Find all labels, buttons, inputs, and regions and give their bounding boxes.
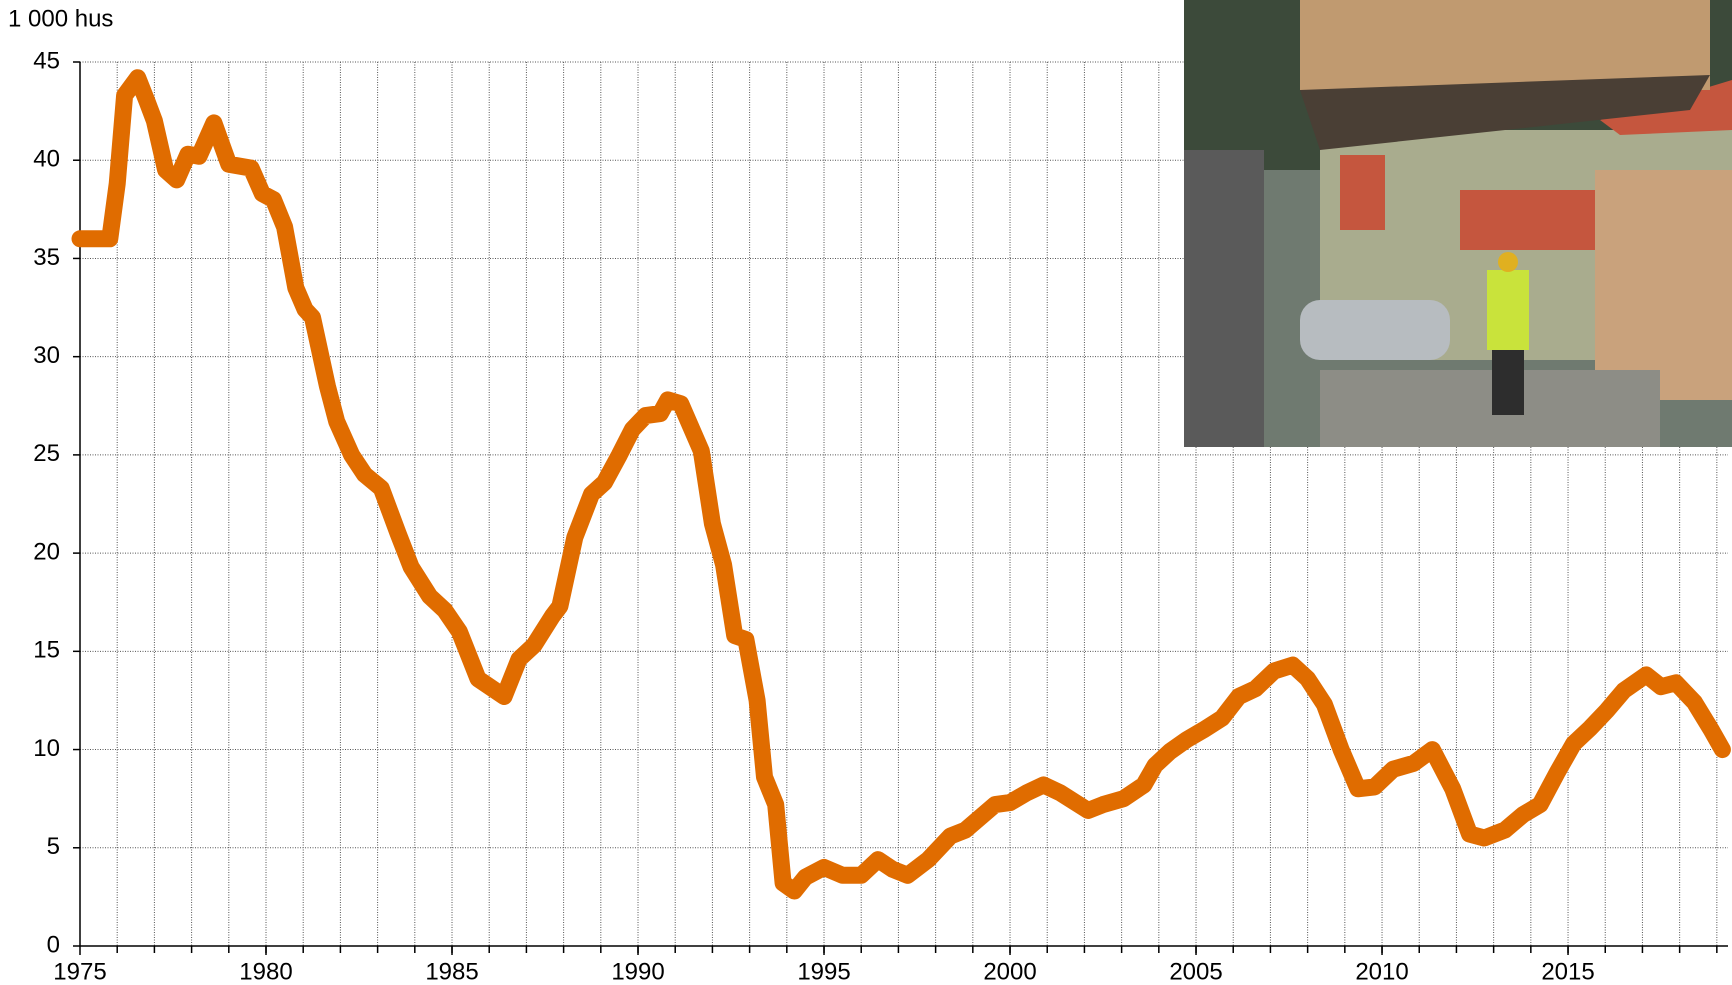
photo (1184, 0, 1732, 447)
y-tick-label: 30 (33, 342, 60, 369)
y-tick-label: 25 (33, 440, 60, 467)
y-tick-label: 15 (33, 637, 60, 664)
x-tick-label: 1975 (53, 958, 106, 985)
x-tick-label: 1990 (611, 958, 664, 985)
y-tick-label: 10 (33, 735, 60, 762)
x-tick-label: 2010 (1355, 958, 1408, 985)
y-tick-label: 0 (47, 931, 60, 958)
photo-wall (1595, 170, 1732, 400)
y-tick-label: 40 (33, 146, 60, 173)
photo-scaffold (1184, 150, 1264, 447)
x-tick-label: 1985 (425, 958, 478, 985)
photo-ground (1320, 370, 1660, 447)
y-tick-label: 20 (33, 538, 60, 565)
y-unit-label: 1 000 hus (8, 5, 113, 32)
x-tick-label: 2015 (1541, 958, 1594, 985)
x-tick-label: 2000 (983, 958, 1036, 985)
photo-roof (1340, 155, 1385, 230)
x-tick-label: 2005 (1169, 958, 1222, 985)
photo-module-floor (1300, 75, 1710, 150)
data-line (71, 69, 1731, 900)
y-tick-label: 45 (33, 47, 60, 74)
photo-car (1300, 300, 1450, 360)
photo-module (1300, 0, 1710, 90)
photo-helmet (1498, 252, 1518, 272)
photo-worker-legs (1492, 350, 1524, 415)
photo-roof (1460, 190, 1600, 250)
x-tick-label: 1980 (239, 958, 292, 985)
y-tick-label: 35 (33, 244, 60, 271)
x-tick-label: 1995 (797, 958, 850, 985)
y-tick-label: 5 (47, 833, 60, 860)
plot (71, 69, 1731, 900)
photo-worker (1487, 270, 1529, 350)
